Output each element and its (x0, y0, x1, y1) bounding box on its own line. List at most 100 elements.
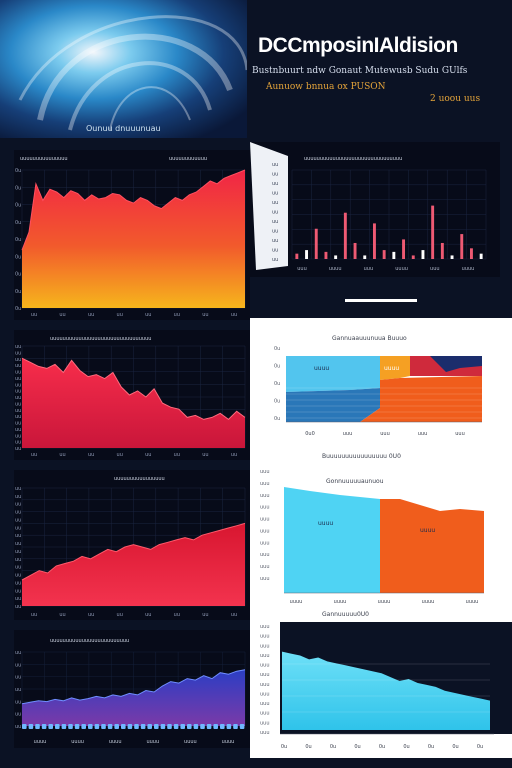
marker (180, 724, 185, 729)
y-tick-label: uu (15, 408, 21, 414)
y-tick-label: uu (15, 421, 21, 427)
y-tick-label: 0u (15, 168, 21, 174)
y-tick-label: uu (272, 219, 278, 225)
area-fill (22, 523, 245, 606)
red-decline-chart: uuuuuuuuuuuuuuuuuuuuuuuuuuuuuuuu uu uu uu uu… (14, 330, 250, 460)
bar (305, 250, 309, 259)
area-segment (284, 487, 380, 593)
series-label: uuuu (318, 520, 333, 527)
x-tick-label: uuu (380, 431, 390, 437)
marker (140, 724, 146, 729)
hero-image (0, 0, 247, 138)
y-tick-label: uuu (260, 682, 270, 688)
x-tick-label: uu (145, 452, 151, 458)
y-tick-label: uu (15, 382, 21, 388)
chart-title: uuuuuuuuuuuu (169, 156, 207, 162)
marker (48, 724, 53, 729)
x-tick-label: uuuu (466, 599, 479, 605)
y-tick-label: uuu (260, 643, 270, 649)
y-tick-label: uu (15, 510, 21, 516)
bar (314, 228, 318, 259)
area-fill (22, 170, 245, 308)
series-label: uuuu (384, 365, 399, 372)
blue-wave-chart: uuuuuuuuuuuuuuuuuuuuuuuuu uu uu uu uu uu uu uu u… (14, 630, 250, 748)
marker (55, 724, 60, 729)
x-tick-label: 0u (403, 744, 409, 750)
x-tick-label: uu (88, 612, 94, 618)
marker (206, 724, 212, 729)
marker (81, 724, 86, 729)
y-tick-label: uuu (260, 720, 270, 726)
chart-title: Gannuuuuu0U0 (322, 611, 369, 618)
y-tick-label: uuu (260, 493, 270, 499)
x-tick-label: uu (231, 452, 237, 458)
bar (440, 242, 444, 259)
x-tick-label: uuuu (395, 266, 408, 272)
bar (353, 242, 357, 259)
bar (343, 212, 347, 259)
marker (121, 724, 126, 729)
x-tick-label: 0u (281, 744, 287, 750)
y-tick-label: uuu (260, 481, 270, 487)
x-tick-label: uu (202, 612, 208, 618)
marker (22, 724, 27, 729)
bar (479, 253, 483, 259)
area-segment (360, 376, 482, 422)
y-tick-label: uuu (260, 469, 270, 475)
area-fill (282, 651, 490, 730)
y-tick-label: 0u (274, 381, 280, 387)
chart-title: uuuuuuuuuuuuuuuuuuuuuuuuuuuuuuu (304, 156, 402, 162)
chart-title: uuuuuuuuuuuuuuu (20, 156, 68, 162)
y-tick-label: uu (15, 565, 21, 571)
x-tick-label: uu (174, 312, 180, 318)
y-tick-label: uu (15, 502, 21, 508)
x-tick-label: uuu (418, 431, 428, 437)
marker (28, 724, 34, 729)
marker (220, 724, 225, 729)
y-tick-label: uu (15, 370, 21, 376)
series-line (21, 669, 246, 705)
x-tick-label: uu (117, 452, 123, 458)
hero-caption: Ounuu dnuuunuau (86, 124, 161, 133)
page-title: DCCmposinIAldision (258, 34, 458, 57)
x-tick-label: uuuu (334, 599, 347, 605)
series-line (21, 522, 246, 581)
cyan-orange-chart: Buuuuuuuuuuuuuuuu 0U0 Gonnuuuuuaunuou uuu u… (250, 443, 512, 608)
bar (431, 205, 435, 259)
y-tick-label: 0u (274, 399, 280, 405)
bar (469, 248, 473, 259)
marker (160, 724, 166, 729)
y-tick-label: 0u (15, 185, 21, 191)
y-tick-label: uuu (260, 505, 270, 511)
series-line (21, 357, 246, 421)
x-tick-label: uu (202, 312, 208, 318)
x-tick-label: uu (231, 312, 237, 318)
y-tick-label: uu (15, 395, 21, 401)
y-tick-label: uuu (260, 672, 270, 678)
y-tick-label: uu (15, 675, 21, 681)
chart-title: uuuuuuuuuuuuuuuu (114, 476, 165, 482)
y-tick-label: 0u (274, 346, 280, 352)
area-segment (380, 356, 410, 380)
y-tick-label: uu (15, 588, 21, 594)
y-tick-label: uuu (260, 528, 270, 534)
marker (88, 724, 93, 729)
marker (167, 724, 172, 729)
y-tick-label: uu (15, 440, 21, 446)
bar (460, 234, 464, 259)
x-tick-label: uuuu (71, 739, 84, 745)
y-tick-label: uu (272, 200, 278, 206)
y-tick-label: 0u (274, 416, 280, 422)
y-tick-label: 0u (15, 220, 21, 226)
x-tick-label: uuuu (222, 739, 235, 745)
y-tick-label: uu (15, 517, 21, 523)
area-fill (22, 358, 245, 448)
bar (363, 255, 367, 259)
chart-header: Buuuuuuuuuuuuuuuu 0U0 (322, 453, 401, 460)
y-tick-label: uuu (260, 552, 270, 558)
area-fill (22, 669, 245, 726)
marker (61, 724, 67, 729)
x-tick-label: uu (31, 612, 37, 618)
y-tick-label: uuu (260, 691, 270, 697)
y-tick-label: uu (15, 687, 21, 693)
